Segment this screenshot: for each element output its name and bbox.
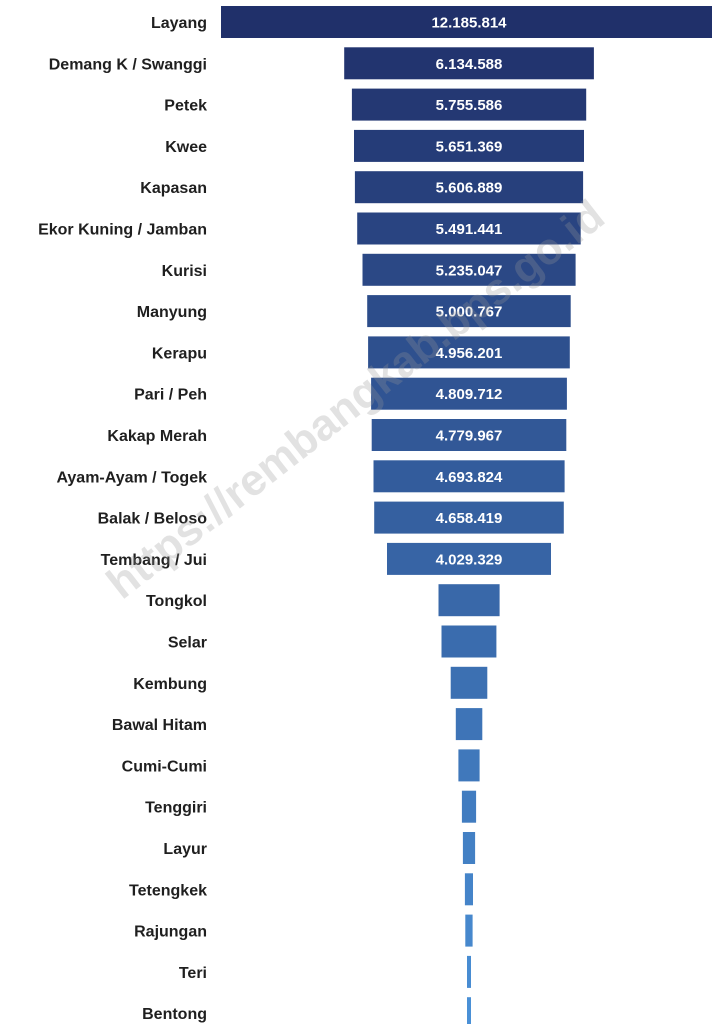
value-label-5: 5.491.441 <box>436 221 503 238</box>
category-label-11: Ayam-Ayam / Togek <box>56 469 207 486</box>
value-label-11: 4.693.824 <box>436 469 503 486</box>
value-labels-group: 12.185.814 6.134.588 5.755.586 5.651.369 5.6… <box>431 15 507 569</box>
bar-1 <box>344 47 594 80</box>
bar-5 <box>357 212 581 245</box>
value-label-9: 4.809.712 <box>436 386 503 403</box>
category-label-5: Ekor Kuning / Jamban <box>38 222 207 239</box>
value-label-3: 5.651.369 <box>436 138 503 155</box>
value-label-6: 5.235.047 <box>436 262 503 279</box>
category-label-0: Layang <box>151 15 207 32</box>
value-label-2: 5.755.586 <box>436 97 503 114</box>
value-label-0: 12.185.814 <box>431 15 507 32</box>
bar-9 <box>371 377 567 410</box>
bar-21 <box>464 873 473 906</box>
category-label-8: Kerapu <box>152 345 207 362</box>
value-label-4: 5.606.889 <box>436 180 503 197</box>
category-label-4: Kapasan <box>140 180 207 197</box>
bar-14 <box>438 584 500 617</box>
value-label-13: 4.029.329 <box>436 551 503 568</box>
bar-16 <box>450 666 488 699</box>
category-labels-group: Layang Demang K / Swanggi Petek Kwee Kapasan… <box>38 15 207 1023</box>
bars-group <box>221 6 712 1024</box>
bar-24 <box>467 997 471 1024</box>
category-label-6: Kurisi <box>162 263 207 280</box>
value-label-8: 4.956.201 <box>436 345 503 362</box>
category-label-22: Rajungan <box>134 924 207 941</box>
bar-20 <box>462 832 476 864</box>
bar-13 <box>387 542 551 575</box>
bar-10 <box>371 419 567 451</box>
bar-3 <box>354 129 584 162</box>
bar-0 <box>221 6 712 38</box>
bar-22 <box>465 914 473 947</box>
value-label-10: 4.779.967 <box>436 428 503 445</box>
category-label-10: Kakap Merah <box>107 428 207 445</box>
category-label-17: Bawal Hitam <box>112 717 207 734</box>
category-label-13: Tembang / Jui <box>101 552 207 569</box>
category-label-3: Kwee <box>165 139 207 156</box>
bar-11 <box>373 460 565 493</box>
bar-7 <box>367 295 571 328</box>
bar-2 <box>351 88 587 121</box>
category-label-12: Balak / Beloso <box>98 511 208 528</box>
bar-15 <box>441 625 497 658</box>
category-label-21: Tetengkek <box>129 882 207 899</box>
category-label-23: Teri <box>179 965 207 982</box>
bar-18 <box>458 749 480 782</box>
value-label-7: 5.000.767 <box>436 304 503 321</box>
value-label-12: 4.658.419 <box>436 510 503 527</box>
bar-12 <box>374 501 564 534</box>
bar-4 <box>354 171 584 204</box>
bar-17 <box>455 708 483 741</box>
category-label-24: Bentong <box>142 1006 207 1023</box>
category-label-1: Demang K / Swanggi <box>49 56 207 73</box>
category-label-15: Selar <box>168 635 207 652</box>
bar-8 <box>368 336 570 369</box>
value-label-1: 6.134.588 <box>436 56 503 73</box>
category-label-2: Petek <box>164 98 207 115</box>
category-label-19: Tenggiri <box>145 800 207 817</box>
bar-19 <box>461 790 477 823</box>
category-label-14: Tongkol <box>146 593 207 610</box>
category-label-16: Kembung <box>133 676 207 693</box>
bar-6 <box>362 253 576 286</box>
category-label-7: Manyung <box>137 304 207 321</box>
bar-23 <box>467 955 471 988</box>
category-label-20: Layur <box>163 841 207 858</box>
category-label-9: Pari / Peh <box>134 387 207 404</box>
category-label-18: Cumi-Cumi <box>122 758 207 775</box>
